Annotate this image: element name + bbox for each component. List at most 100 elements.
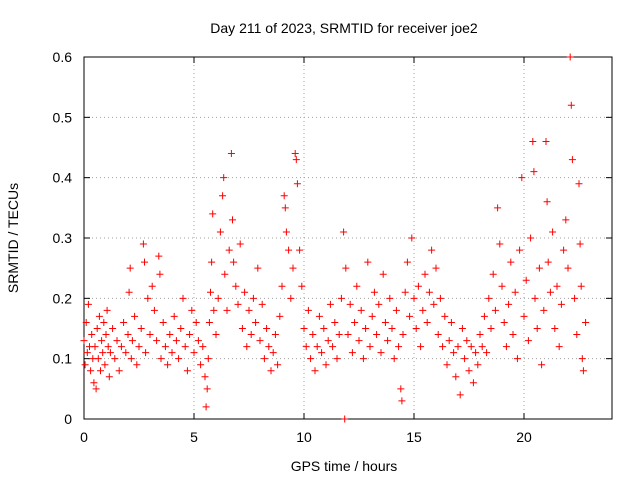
data-point bbox=[410, 294, 418, 302]
data-point bbox=[164, 361, 172, 369]
data-point bbox=[543, 198, 551, 206]
data-point bbox=[377, 349, 385, 357]
data-point bbox=[576, 240, 584, 248]
data-point bbox=[236, 240, 244, 248]
chart-title: Day 211 of 2023, SRMTID for receiver joe… bbox=[210, 20, 478, 36]
data-point bbox=[436, 294, 444, 302]
data-point bbox=[307, 355, 315, 363]
data-point bbox=[368, 312, 376, 320]
data-point bbox=[527, 234, 535, 242]
y-tick-label: 0.1 bbox=[53, 351, 73, 367]
data-point bbox=[232, 282, 240, 290]
data-point bbox=[553, 282, 561, 290]
x-tick-label: 15 bbox=[406, 429, 422, 445]
data-point bbox=[142, 349, 150, 357]
grid bbox=[84, 57, 612, 419]
data-point bbox=[91, 343, 99, 351]
data-point bbox=[150, 306, 158, 314]
data-point bbox=[340, 228, 348, 236]
data-point bbox=[276, 312, 284, 320]
data-point bbox=[571, 294, 579, 302]
data-point bbox=[221, 270, 229, 278]
data-point bbox=[113, 337, 121, 345]
data-point bbox=[467, 343, 475, 351]
y-tick-label: 0.2 bbox=[53, 290, 73, 306]
data-point bbox=[219, 192, 227, 200]
data-point bbox=[192, 318, 200, 326]
data-point bbox=[480, 312, 488, 320]
data-point bbox=[141, 258, 148, 266]
x-tick-label: 20 bbox=[516, 429, 532, 445]
data-point bbox=[172, 337, 180, 345]
data-point bbox=[267, 367, 275, 375]
data-point bbox=[544, 258, 552, 266]
data-point bbox=[483, 349, 491, 357]
data-point bbox=[342, 264, 350, 272]
data-point bbox=[450, 349, 458, 357]
data-point bbox=[258, 300, 266, 308]
data-point bbox=[557, 300, 565, 308]
data-point bbox=[578, 355, 586, 363]
data-point bbox=[168, 349, 176, 357]
data-point bbox=[159, 318, 167, 326]
data-point bbox=[225, 246, 233, 254]
data-point bbox=[88, 331, 96, 339]
data-point bbox=[337, 294, 345, 302]
data-point bbox=[156, 270, 164, 278]
data-point bbox=[137, 325, 145, 332]
data-point bbox=[291, 150, 299, 158]
data-point bbox=[220, 174, 228, 182]
data-point bbox=[355, 337, 363, 345]
axis-ticks: 0 0.1 0.2 0.3 0.4 0.5 0.6 0 5 10 15 20 bbox=[53, 49, 612, 445]
data-point bbox=[241, 288, 249, 296]
data-point bbox=[124, 331, 132, 339]
data-point bbox=[181, 343, 189, 351]
data-point bbox=[388, 325, 396, 332]
data-point bbox=[430, 300, 438, 308]
data-point bbox=[531, 294, 539, 302]
data-point bbox=[106, 349, 114, 357]
data-point bbox=[287, 294, 295, 302]
data-point bbox=[546, 288, 554, 296]
data-point bbox=[414, 282, 422, 290]
data-point bbox=[90, 379, 98, 387]
data-point bbox=[326, 300, 334, 308]
data-point bbox=[428, 246, 436, 254]
data-point bbox=[247, 331, 255, 339]
data-point bbox=[281, 204, 289, 212]
data-point bbox=[260, 355, 268, 363]
data-point bbox=[344, 331, 352, 339]
data-point bbox=[229, 216, 236, 224]
data-point bbox=[373, 331, 381, 339]
data-point bbox=[379, 270, 387, 278]
data-point bbox=[329, 343, 337, 351]
data-point bbox=[520, 312, 528, 320]
data-point bbox=[208, 258, 216, 266]
data-point bbox=[170, 312, 178, 320]
data-point bbox=[296, 246, 304, 254]
data-point bbox=[458, 325, 466, 332]
data-point bbox=[127, 355, 135, 363]
data-point bbox=[84, 300, 92, 308]
data-point bbox=[313, 343, 321, 351]
data-point bbox=[155, 252, 163, 260]
data-point bbox=[166, 331, 174, 339]
data-point bbox=[567, 101, 575, 109]
data-point bbox=[441, 312, 449, 320]
y-tick-label: 0 bbox=[64, 411, 72, 427]
data-point bbox=[188, 306, 196, 314]
data-point bbox=[575, 180, 583, 188]
y-tick-label: 0.5 bbox=[53, 109, 73, 125]
data-point bbox=[434, 331, 442, 339]
data-point bbox=[412, 325, 420, 332]
data-point bbox=[505, 300, 513, 308]
data-point bbox=[498, 282, 506, 290]
data-point bbox=[139, 240, 147, 248]
data-point bbox=[315, 312, 323, 320]
data-point bbox=[351, 318, 359, 326]
data-point bbox=[245, 306, 253, 314]
data-point bbox=[381, 318, 389, 326]
y-tick-label: 0.3 bbox=[53, 230, 73, 246]
data-point bbox=[564, 264, 572, 272]
data-point bbox=[542, 137, 550, 145]
